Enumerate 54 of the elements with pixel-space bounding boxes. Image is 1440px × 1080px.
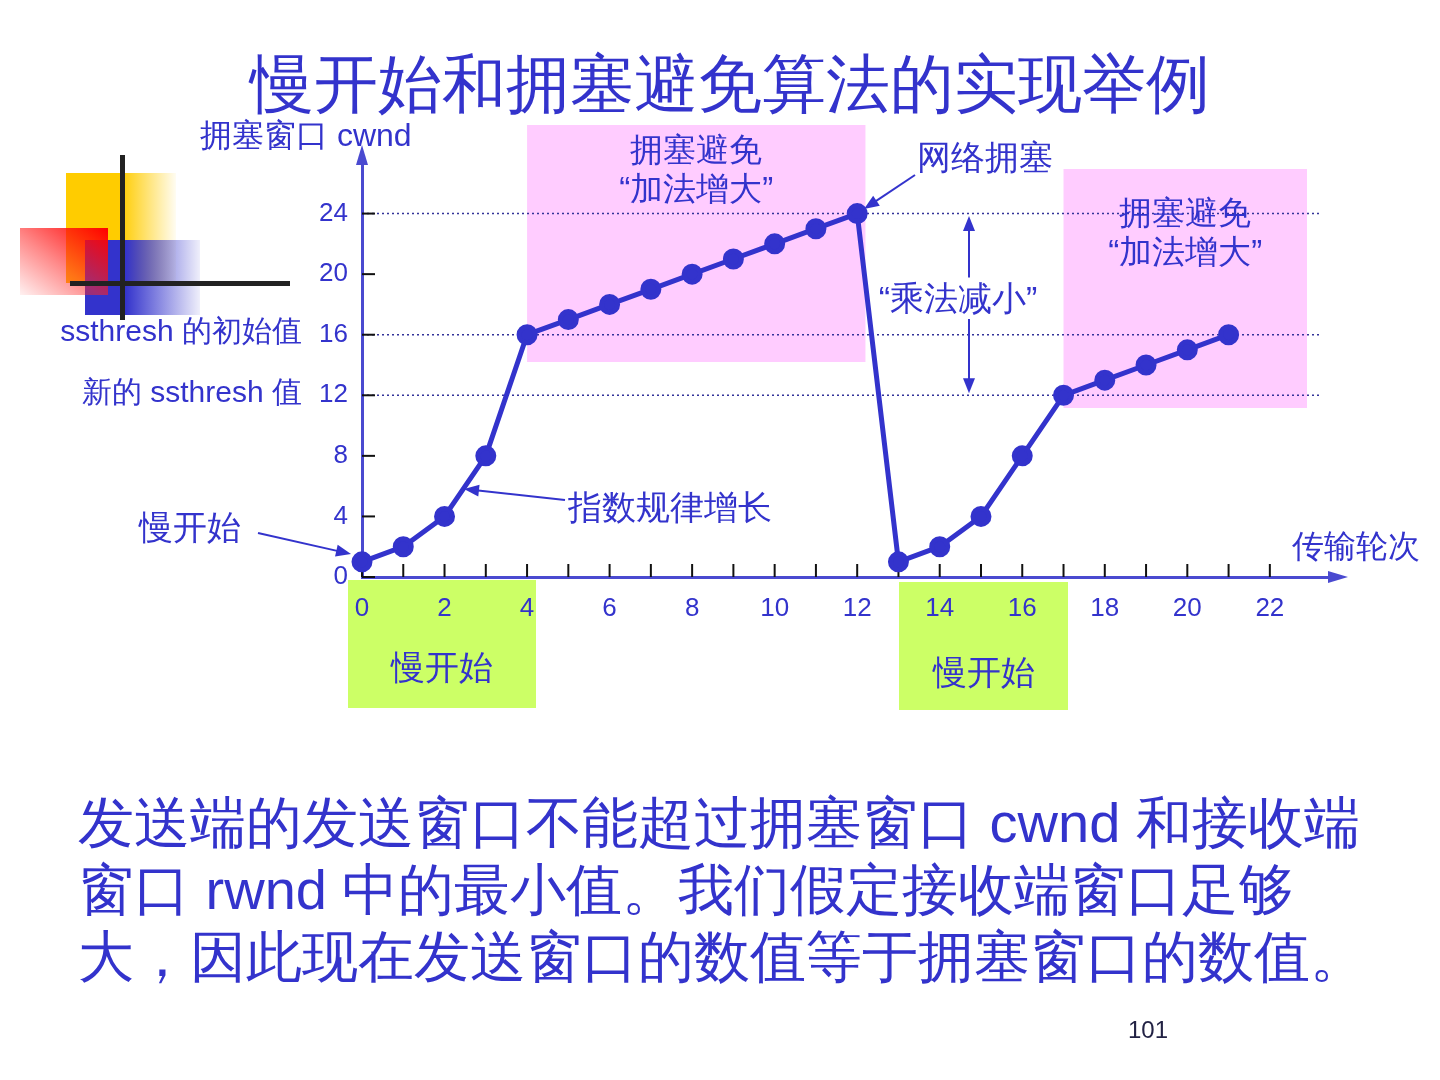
y-tick-label: 4	[333, 499, 348, 530]
annotation: 指数规律增长	[568, 488, 773, 526]
point	[722, 248, 744, 270]
x-tick-label: 4	[519, 591, 535, 622]
x-tick-label: 12	[842, 591, 872, 622]
ref-line-label: ssthresh 的初始值	[60, 313, 302, 347]
point	[1218, 324, 1240, 346]
y-tick-label: 8	[333, 439, 348, 470]
point	[764, 233, 786, 255]
point	[557, 309, 579, 331]
band-label: 拥塞避免 “加法增大”	[1108, 194, 1263, 271]
text: 慢开始	[932, 653, 1035, 691]
point	[805, 218, 827, 240]
point	[351, 551, 373, 573]
point	[887, 551, 909, 573]
point	[1053, 384, 1075, 406]
point	[970, 505, 992, 527]
text: 慢开始	[391, 648, 493, 686]
x-tick-label: 22	[1255, 591, 1285, 622]
x-tick-label: 8	[684, 591, 700, 622]
text: 101	[1126, 1015, 1169, 1045]
y-tick-label: 20	[319, 257, 348, 288]
x-tick-label: 18	[1090, 591, 1120, 622]
x-tick-label: 2	[437, 591, 452, 622]
x-tick-label: 20	[1172, 591, 1202, 622]
ref-line-label: 新的 ssthresh 值	[81, 374, 302, 408]
x-tick-label: 10	[760, 591, 790, 622]
x-tick-label: 14	[925, 591, 955, 622]
point	[599, 293, 621, 315]
x-tick-label: 6	[602, 591, 617, 622]
band-label: 拥塞避免 “加法增大”	[619, 131, 774, 208]
point	[640, 278, 662, 300]
point	[1176, 339, 1198, 361]
point	[846, 203, 868, 225]
point	[1135, 354, 1157, 376]
x-axis-title: 传输轮次	[1292, 527, 1420, 564]
point	[516, 324, 538, 346]
y-tick-label: 0	[333, 560, 348, 591]
x-tick-label: 0	[354, 591, 370, 622]
point	[1094, 369, 1116, 391]
text: 慢开始	[137, 508, 242, 546]
text: 发送端的发送窗口不能超过拥塞窗口 cwnd 和接收端窗口 rwnd 中的最小值。我们假定接收端窗口足够大，因此现在发送窗口的数值等于拥塞窗口的数值。	[78, 790, 1367, 990]
point	[392, 536, 414, 558]
point	[1011, 445, 1033, 467]
y-tick-label: 16	[319, 317, 348, 348]
y-tick-label: 24	[319, 196, 348, 227]
point	[475, 445, 497, 467]
annotation: “乘法减小”	[877, 279, 1039, 317]
x-tick-label: 16	[1007, 591, 1037, 622]
annotation: 网络拥塞	[917, 137, 1054, 176]
y-tick-label: 12	[319, 378, 348, 409]
point	[929, 536, 951, 558]
point	[434, 505, 456, 527]
point	[681, 263, 703, 285]
